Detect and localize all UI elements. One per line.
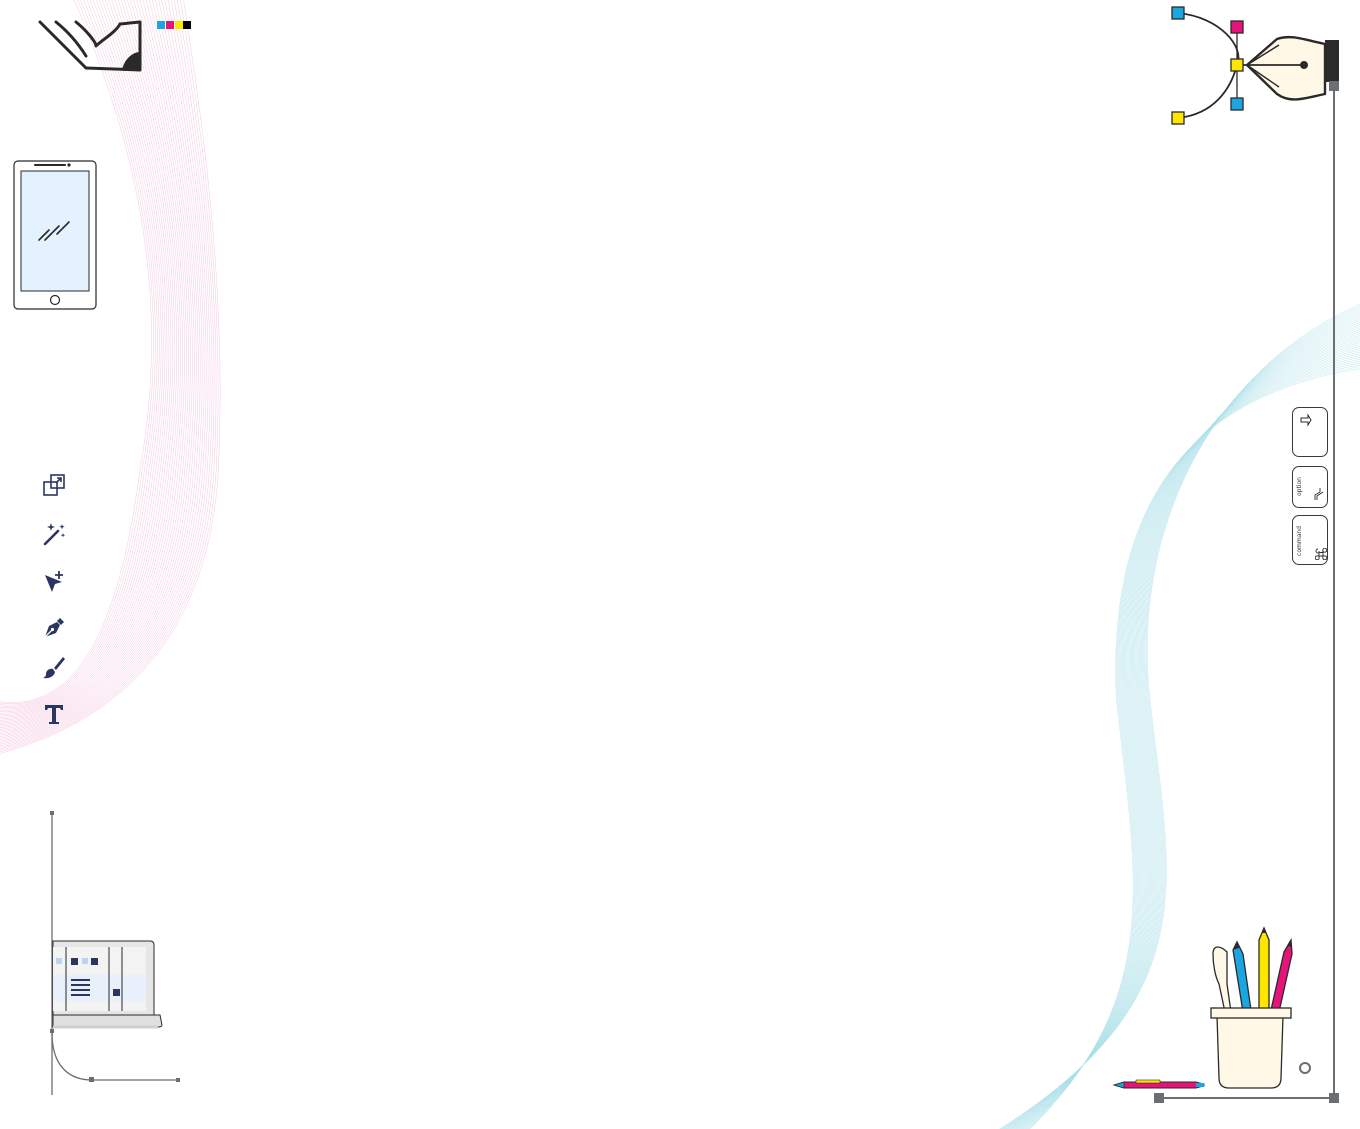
wave-line-pink [0, 0, 181, 724]
wave-line-pink [0, 0, 211, 746]
wave-line-pink [0, 0, 156, 706]
cmyk-swatch-magenta [166, 21, 174, 29]
laptop-illustration [50, 811, 180, 1095]
brush-tool[interactable] [38, 651, 70, 683]
wave-line-pink [0, 0, 166, 712]
pen-tool[interactable] [38, 611, 70, 643]
right-guide-frame [1154, 81, 1339, 1103]
paintbrush-icon [43, 657, 65, 679]
wave-line-pink [0, 0, 187, 728]
wave-line-pink [0, 0, 221, 754]
artboard-icon [43, 474, 65, 496]
pencil-logo-icon [38, 20, 142, 72]
magic-wand-icon [43, 523, 66, 546]
pen-illustration [1112, 1079, 1205, 1089]
pen-nib-icon [44, 618, 64, 638]
wave-line-pink [0, 0, 152, 703]
wave-line-pink [0, 0, 193, 733]
option-key-label: option [1296, 477, 1303, 496]
wave-line-pink [0, 0, 164, 711]
wave-line-pink [0, 0, 185, 727]
wave-line-pink [0, 0, 207, 743]
type-tool[interactable] [38, 698, 70, 730]
wave-line-pink [0, 0, 209, 745]
type-t-icon [45, 705, 63, 724]
wave-line-cyan [1029, 368, 1360, 1129]
wave-line-pink [0, 0, 195, 734]
wave-line-pink [0, 0, 191, 731]
magic-wand-tool[interactable] [38, 518, 70, 550]
command-key-label: command [1296, 526, 1303, 556]
wave-line-pink [0, 0, 176, 720]
wave-line-pink [0, 0, 189, 730]
wave-line-cyan [1028, 366, 1360, 1129]
wave-line-pink [0, 0, 183, 725]
pen-tool-bezier-illustration [1171, 6, 1339, 125]
direct-select-tool[interactable] [38, 566, 70, 598]
wave-line-pink [0, 0, 170, 715]
cmyk-swatch-black [183, 21, 191, 29]
wave-line-pink [0, 0, 199, 737]
shift-keycap[interactable] [1292, 407, 1328, 457]
direct-select-arrow-icon [45, 571, 63, 592]
pencil-cup-illustration [1210, 926, 1293, 1089]
wave-line-pink [0, 0, 205, 742]
wave-line-pink [0, 0, 217, 751]
wave-line-pink [0, 0, 158, 707]
phone-illustration [13, 160, 97, 310]
wave-line-pink [0, 0, 160, 708]
wave-line-pink [0, 0, 162, 710]
wave-line-pink [0, 0, 213, 748]
artboard-tool[interactable] [38, 469, 70, 501]
wave-line-pink [0, 0, 179, 722]
wave-line-pink [0, 0, 168, 714]
command-key-icon [1315, 548, 1327, 560]
wave-line-pink [0, 0, 154, 704]
wave-line-pink [0, 0, 197, 736]
cmyk-swatch-cyan [157, 21, 165, 29]
wave-line-pink [0, 0, 177, 721]
wave-line-pink [0, 0, 201, 739]
wave-line-pink [0, 0, 215, 749]
wave-line-pink [0, 0, 174, 718]
wave-line-pink [0, 0, 219, 753]
wave-line-pink [0, 0, 172, 717]
command-keycap[interactable]: command [1292, 515, 1328, 565]
shift-arrow-icon [1300, 413, 1312, 427]
cmyk-swatch-yellow [175, 21, 183, 29]
wave-line-pink [0, 0, 203, 740]
option-keycap[interactable]: option [1292, 466, 1328, 508]
option-key-icon [1314, 488, 1324, 500]
